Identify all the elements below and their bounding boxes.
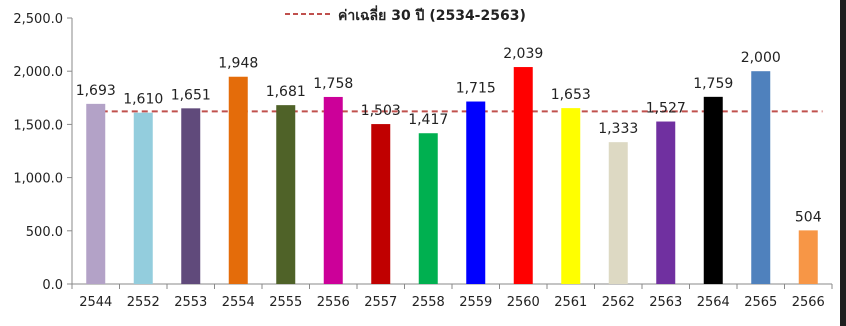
- bar-2552: [133, 112, 153, 284]
- x-tick-label: 2557: [364, 295, 397, 310]
- bar-2544: [86, 103, 106, 284]
- x-tick-label: 2563: [649, 295, 682, 310]
- x-tick-label: 2555: [269, 295, 302, 310]
- data-label-2556: 1,758: [313, 76, 353, 92]
- y-tick-label: 500.0: [26, 225, 63, 240]
- x-tick-label: 2566: [792, 295, 825, 310]
- data-label-2554: 1,948: [218, 56, 258, 72]
- x-tick-label: 2560: [507, 295, 540, 310]
- bar-2561: [561, 108, 581, 285]
- bar-2560: [513, 67, 533, 284]
- bar-2556: [323, 96, 343, 285]
- data-label-2560: 2,039: [503, 46, 543, 62]
- bar-2554: [228, 76, 248, 284]
- y-tick-label: 1,000.0: [13, 172, 63, 187]
- bars-group: 1,693 1,610 1,651 1,948 1,681 1,758 1,503 1,417…: [76, 46, 822, 285]
- bar-2555: [276, 105, 296, 284]
- data-label-2561: 1,653: [551, 87, 591, 103]
- data-label-2563: 1,527: [646, 101, 686, 117]
- y-tick-label: 2,500.0: [13, 12, 63, 27]
- bar-2562: [608, 142, 628, 284]
- x-tick-label: 2565: [744, 295, 777, 310]
- bar-2558: [418, 133, 438, 284]
- data-label-2557: 1,503: [361, 103, 401, 119]
- x-tick-label: 2561: [554, 295, 587, 310]
- bar-2557: [371, 124, 391, 284]
- window-frame-edge: [840, 0, 846, 326]
- x-tick-label: 2553: [174, 295, 207, 310]
- x-tick-label: 2544: [79, 295, 112, 310]
- bar-2559: [466, 101, 486, 284]
- data-label-2553: 1,651: [171, 87, 211, 103]
- bar-2564: [703, 96, 723, 284]
- data-label-2559: 1,715: [456, 81, 496, 97]
- x-tick-label: 2564: [697, 295, 730, 310]
- x-tick-label: 2554: [222, 295, 255, 310]
- bar-2553: [181, 108, 201, 284]
- bar-2563: [656, 121, 676, 285]
- bar-2565: [751, 71, 771, 284]
- data-label-2544: 1,693: [76, 83, 116, 99]
- x-tick-label: 2556: [317, 295, 350, 310]
- legend-label: ค่าเฉลี่ย 30 ปี (2534-2563): [338, 5, 526, 24]
- bar-2566: [798, 230, 818, 284]
- x-tick-label: 2559: [459, 295, 492, 310]
- data-label-2562: 1,333: [598, 121, 638, 137]
- data-label-2566: 504: [795, 209, 822, 225]
- x-tick-label: 2552: [127, 295, 160, 310]
- data-label-2565: 2,000: [741, 50, 781, 66]
- data-label-2558: 1,417: [408, 112, 448, 128]
- chart-axes: 0.0 500.0 1,000.0 1,500.0 2,000.0 2,500.0 2544…: [13, 12, 833, 310]
- x-tick-label: 2562: [602, 295, 635, 310]
- y-tick-label: 2,000.0: [13, 65, 63, 80]
- data-label-2564: 1,759: [693, 76, 733, 92]
- y-tick-label: 0.0: [42, 278, 63, 293]
- x-tick-label: 2558: [412, 295, 445, 310]
- data-label-2555: 1,681: [266, 84, 306, 100]
- data-label-2552: 1,610: [123, 92, 163, 108]
- y-tick-label: 1,500.0: [13, 118, 63, 133]
- legend: ค่าเฉลี่ย 30 ปี (2534-2563): [285, 5, 526, 24]
